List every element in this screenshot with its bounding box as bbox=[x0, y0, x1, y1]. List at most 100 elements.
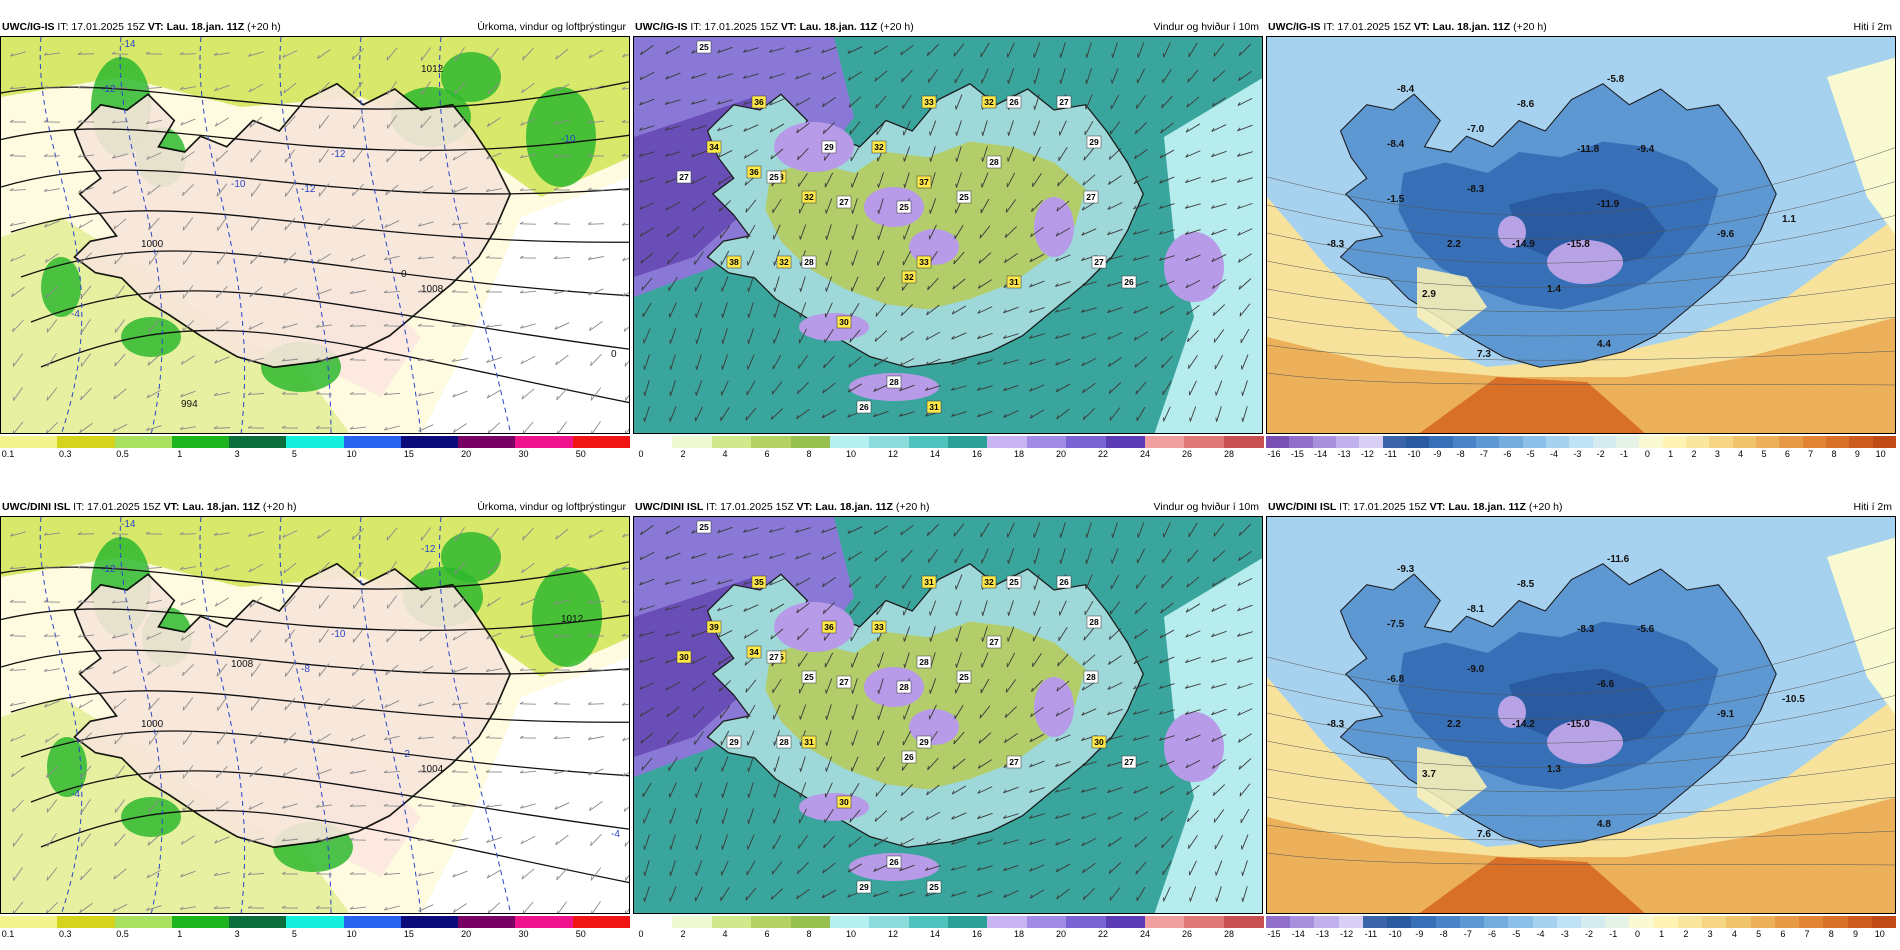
contour-label: -4 bbox=[611, 829, 620, 840]
wind-max-label: 28 bbox=[896, 680, 912, 694]
colorbar-swatch bbox=[1429, 436, 1454, 448]
temp-zone bbox=[1498, 216, 1526, 248]
colorbar-tick-label: 8 bbox=[1831, 449, 1837, 459]
colorbar-swatch bbox=[1556, 916, 1582, 928]
temp-value-label: -8.3 bbox=[1327, 239, 1345, 250]
colorbar-swatch bbox=[869, 436, 910, 448]
temp-value-label: -8.3 bbox=[1467, 184, 1485, 195]
colorbar-tick-label: 12 bbox=[887, 449, 899, 459]
svg-text:28: 28 bbox=[1089, 617, 1099, 627]
svg-text:28: 28 bbox=[919, 657, 929, 667]
colorbar-tick-label: -10 bbox=[1407, 449, 1421, 459]
colorbar-swatch bbox=[458, 916, 516, 928]
colorbar-swatch bbox=[343, 436, 402, 448]
temp-value-label: -15.8 bbox=[1567, 239, 1590, 250]
colorbar-swatch bbox=[987, 436, 1028, 448]
wind-zone bbox=[1034, 677, 1074, 737]
colorbar-tick-label: -7 bbox=[1463, 929, 1472, 939]
wind-map[interactable]: 25 36 34 27 36 38 29 32 33 32 26 27 29 27 25 37 28 32 27 25… bbox=[633, 36, 1263, 434]
colorbar-tick-label: -12 bbox=[1360, 449, 1374, 459]
colorbar-tick-label: 6 bbox=[1780, 929, 1786, 939]
colorbar-tick-label: -15 bbox=[1290, 449, 1304, 459]
contour-label: -10 bbox=[561, 134, 576, 145]
temp-value-label: -11.6 bbox=[1607, 554, 1630, 565]
svg-text:35: 35 bbox=[754, 577, 764, 587]
wind-max-label: 29 bbox=[916, 735, 932, 749]
wind-max-label: 25 bbox=[696, 520, 712, 534]
colorbar-swatch bbox=[229, 916, 287, 928]
lead-time: (+20 h) bbox=[262, 501, 297, 513]
svg-text:29: 29 bbox=[824, 142, 834, 152]
colorbar-swatch bbox=[1686, 436, 1710, 448]
colorbar-tick-label: 5 bbox=[1756, 929, 1762, 939]
wind-max-label: 32 bbox=[981, 95, 997, 109]
temp-map[interactable]: -9.3 -7.5 -8.1 -8.5 -11.6 -8.3 -5.6 -9.0 -6.8 -6.… bbox=[1266, 516, 1896, 914]
precip-map[interactable]: -14 -12 1012 -10 -12 -12 -10 1000 1008 -4 0 0 994 bbox=[0, 36, 630, 434]
precip-area bbox=[121, 317, 181, 357]
temp-value-label: 1.3 bbox=[1547, 764, 1561, 775]
colorbar-tick-label: 24 bbox=[1139, 929, 1151, 939]
colorbar-swatch bbox=[1629, 916, 1655, 928]
contour-label: -8 bbox=[301, 664, 310, 675]
temp-value-label: -7.0 bbox=[1467, 124, 1485, 135]
colorbar-tick-label: -9 bbox=[1415, 929, 1424, 939]
lead-time: (+20 h) bbox=[880, 21, 914, 33]
wind-max-label: 28 bbox=[776, 735, 792, 749]
contour-label: -10 bbox=[331, 629, 346, 640]
wind-map[interactable]: 2535393034353633313225262828252827252728… bbox=[633, 516, 1263, 914]
svg-text:32: 32 bbox=[984, 577, 994, 587]
model-name: UWC/DINI ISL bbox=[635, 501, 704, 513]
lead-time: (+20 h) bbox=[1528, 501, 1563, 513]
colorbar-swatch bbox=[1184, 436, 1225, 448]
temp-map[interactable]: -8.4 -8.4 -7.0 -8.6 -5.8 -11.8 -9.4 -8.3 -1.5 -11… bbox=[1266, 36, 1896, 434]
precip-colorbar-ticks: 0.1 0.3 0.5 1 3 5 10 15 20 30 50 bbox=[0, 928, 630, 940]
temp-colorbar bbox=[1266, 916, 1897, 928]
svg-text:31: 31 bbox=[929, 402, 939, 412]
colorbar-tick-label: 4 bbox=[1731, 929, 1737, 939]
svg-text:28: 28 bbox=[1086, 672, 1096, 682]
colorbar-swatch bbox=[1312, 436, 1337, 448]
contour-label: -12 bbox=[331, 149, 346, 160]
contour-label: -4 bbox=[71, 789, 80, 800]
colorbar-tick-label: 0.1 bbox=[1, 449, 15, 459]
colorbar-swatch bbox=[1581, 916, 1606, 928]
wind-max-label: 32 bbox=[871, 140, 887, 154]
svg-text:33: 33 bbox=[919, 257, 929, 267]
svg-text:25: 25 bbox=[899, 202, 909, 212]
wind-max-label: 32 bbox=[801, 190, 817, 204]
colorbar-swatch bbox=[572, 436, 631, 448]
colorbar-swatch bbox=[1799, 916, 1824, 928]
precip-map[interactable]: -14 -12 -12 1012 -10 -8 1008 1000 1004 -4 -2 -4 bbox=[0, 516, 630, 914]
temp-colorbar bbox=[1266, 436, 1897, 448]
svg-text:28: 28 bbox=[889, 377, 899, 387]
field-title: Hiti í 2m bbox=[1853, 21, 1892, 33]
temp-zone bbox=[1417, 267, 1487, 337]
colorbar-swatch bbox=[829, 436, 870, 448]
colorbar-swatch bbox=[1336, 436, 1360, 448]
contour-label: -2 bbox=[401, 749, 410, 760]
svg-text:38: 38 bbox=[729, 257, 739, 267]
colorbar-swatch bbox=[1847, 916, 1873, 928]
colorbar-tick-label: -13 bbox=[1337, 449, 1351, 459]
svg-text:34: 34 bbox=[709, 142, 719, 152]
svg-text:25: 25 bbox=[769, 172, 779, 182]
svg-text:36: 36 bbox=[749, 167, 759, 177]
precip-area bbox=[41, 257, 81, 317]
temp-value-label: -8.6 bbox=[1517, 99, 1535, 110]
colorbar-tick-label: 0.5 bbox=[116, 929, 129, 939]
wind-max-label: 26 bbox=[1056, 575, 1072, 589]
svg-text:30: 30 bbox=[839, 797, 849, 807]
temp-zone bbox=[1267, 797, 1895, 913]
temp-value-label: -11.9 bbox=[1597, 199, 1620, 210]
svg-text:28: 28 bbox=[989, 157, 999, 167]
svg-text:26: 26 bbox=[1059, 577, 1069, 587]
wind-max-label: 27 bbox=[766, 650, 782, 664]
temp-value-label: -9.1 bbox=[1717, 709, 1735, 720]
wind-max-label: 28 bbox=[801, 255, 817, 269]
colorbar-swatch bbox=[711, 916, 752, 928]
colorbar-tick-label: 6 bbox=[1784, 449, 1790, 459]
svg-text:29: 29 bbox=[1089, 137, 1099, 147]
colorbar-tick-label: 0 bbox=[1634, 929, 1640, 939]
svg-text:32: 32 bbox=[984, 97, 994, 107]
svg-text:27: 27 bbox=[1009, 757, 1019, 767]
